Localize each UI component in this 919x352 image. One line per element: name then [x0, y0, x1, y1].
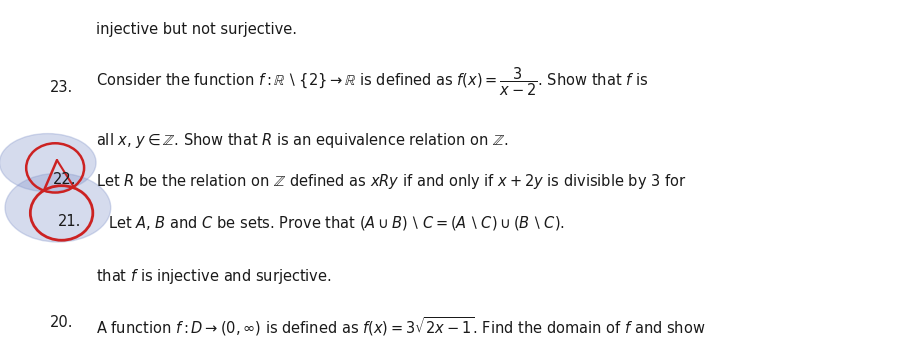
Text: Let $R$ be the relation on $\mathbb{Z}$ defined as $xRy$ if and only if $x+2y$ i: Let $R$ be the relation on $\mathbb{Z}$ … [96, 172, 687, 191]
Text: A function $f:D\rightarrow(0,\infty)$ is defined as $f(x)=3\sqrt{2x-1}$. Find th: A function $f:D\rightarrow(0,\infty)$ is… [96, 315, 706, 338]
Text: Consider the function $f:\mathbb{R}\setminus\{2\}\rightarrow\mathbb{R}$ is defin: Consider the function $f:\mathbb{R}\setm… [96, 65, 649, 98]
Ellipse shape [0, 133, 96, 191]
Text: 23.: 23. [50, 80, 73, 95]
Text: Let $A$, $B$ and $C$ be sets. Prove that $(A\cup B)\setminus C=(A\setminus C)\cu: Let $A$, $B$ and $C$ be sets. Prove that… [108, 214, 565, 232]
Text: that $f$ is injective and surjective.: that $f$ is injective and surjective. [96, 267, 333, 286]
Text: 20.: 20. [50, 315, 74, 330]
Ellipse shape [5, 173, 110, 242]
Text: 21.: 21. [58, 214, 81, 230]
Text: all $x$, $y\in\mathbb{Z}$. Show that $R$ is an equivalence relation on $\mathbb{: all $x$, $y\in\mathbb{Z}$. Show that $R$… [96, 131, 509, 150]
Text: 22.: 22. [52, 172, 76, 187]
Text: injective but not surjective.: injective but not surjective. [96, 22, 298, 37]
